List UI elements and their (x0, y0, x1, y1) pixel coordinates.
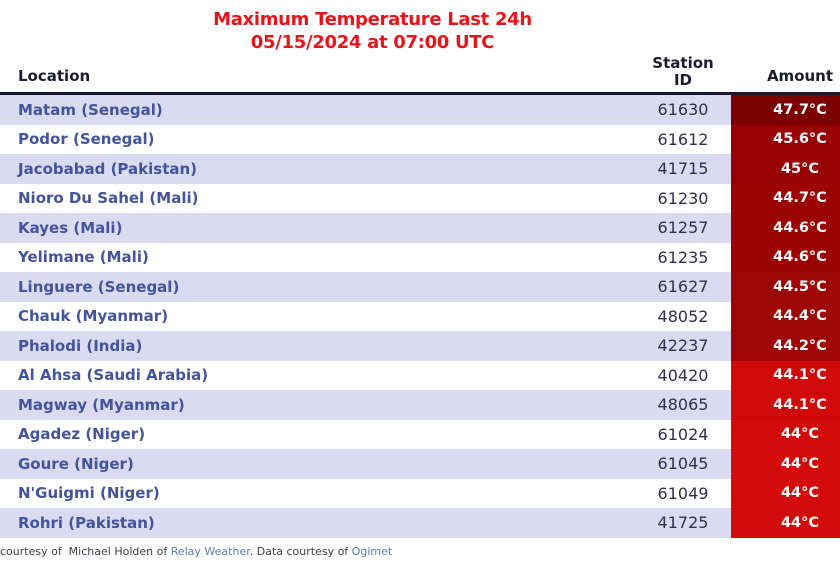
location-cell: Nioro Du Sahel (Mali) (18, 189, 199, 208)
column-header-station-id: Station ID (652, 54, 714, 89)
station-cell: 61630 (657, 100, 709, 120)
table-row: Magway (Myanmar) 48065 44.1°C (0, 390, 840, 420)
location-cell: Al Ahsa (Saudi Arabia) (18, 366, 209, 385)
station-cell: 61235 (657, 247, 709, 267)
station-cell: 61045 (657, 454, 709, 474)
station-cell: 40420 (657, 365, 709, 385)
station-cell: 61612 (657, 129, 709, 149)
table-row: Rohri (Pakistan) 41725 44°C (0, 508, 840, 538)
station-cell: 61257 (657, 218, 709, 238)
amount-cell: 44.5°C (731, 272, 840, 302)
credits-prefix: courtesy of Michael Holden of (0, 544, 171, 558)
table-row: Matam (Senegal) 61630 47.7°C (0, 95, 840, 125)
table-row: Kayes (Mali) 61257 44.6°C (0, 213, 840, 243)
table-header: Location Station ID Amount (0, 54, 840, 95)
table-row: Linguere (Senegal) 61627 44.5°C (0, 272, 840, 302)
location-cell: Agadez (Niger) (18, 425, 146, 444)
amount-cell: 44.6°C (731, 242, 840, 272)
amount-cell: 44.2°C (731, 331, 840, 361)
table-row: Agadez (Niger) 61024 44°C (0, 419, 840, 449)
amount-cell: 45.6°C (731, 124, 840, 154)
table-row: Jacobabad (Pakistan) 41715 45°C (0, 154, 840, 184)
location-cell: Podor (Senegal) (18, 130, 155, 149)
amount-cell: 44.4°C (731, 301, 840, 331)
page-title: Maximum Temperature Last 24h 05/15/2024 … (0, 0, 745, 54)
relay-weather-link[interactable]: Relay Weather (170, 544, 250, 558)
credits-footer: courtesy of Michael Holden of Relay Weat… (0, 545, 840, 558)
amount-cell: 47.7°C (731, 95, 840, 125)
amount-cell: 44°C (731, 449, 840, 479)
amount-cell: 44°C (731, 478, 840, 508)
station-cell: 61230 (657, 188, 709, 208)
station-cell: 42237 (657, 336, 709, 356)
location-cell: Matam (Senegal) (18, 100, 163, 119)
amount-cell: 44°C (731, 508, 840, 538)
amount-cell: 44.1°C (731, 360, 840, 390)
table-row: Phalodi (India) 42237 44.2°C (0, 331, 840, 361)
location-cell: N'Guigmi (Niger) (18, 484, 160, 503)
column-header-location: Location (18, 67, 91, 85)
location-cell: Chauk (Myanmar) (18, 307, 169, 326)
ogimet-link[interactable]: Ogimet (351, 544, 393, 558)
amount-cell: 44.7°C (731, 183, 840, 213)
location-cell: Goure (Niger) (18, 454, 134, 473)
table-row: Podor (Senegal) 61612 45.6°C (0, 124, 840, 154)
station-cell: 41725 (657, 513, 709, 533)
table-row: Nioro Du Sahel (Mali) 61230 44.7°C (0, 183, 840, 213)
column-header-amount: Amount (766, 67, 834, 85)
amount-cell: 44°C (731, 419, 840, 449)
amount-cell: 45°C (731, 154, 840, 184)
table-row: N'Guigmi (Niger) 61049 44°C (0, 478, 840, 508)
title-line1: Maximum Temperature Last 24h (213, 9, 532, 30)
table-row: Al Ahsa (Saudi Arabia) 40420 44.1°C (0, 360, 840, 390)
table-body: Matam (Senegal) 61630 47.7°C Podor (Sene… (0, 95, 840, 538)
location-cell: Rohri (Pakistan) (18, 513, 155, 532)
credits-separator: . Data courtesy of (249, 544, 352, 558)
amount-cell: 44.1°C (731, 390, 840, 420)
title-line2: 05/15/2024 at 07:00 UTC (250, 32, 495, 53)
location-cell: Magway (Myanmar) (18, 395, 185, 414)
table-row: Chauk (Myanmar) 48052 44.4°C (0, 301, 840, 331)
location-cell: Phalodi (India) (18, 336, 143, 355)
location-cell: Kayes (Mali) (18, 218, 123, 237)
station-cell: 48065 (657, 395, 709, 415)
station-cell: 48052 (657, 306, 709, 326)
station-cell: 61024 (657, 424, 709, 444)
amount-cell: 44.6°C (731, 213, 840, 243)
table-row: Yelimane (Mali) 61235 44.6°C (0, 242, 840, 272)
location-cell: Yelimane (Mali) (18, 248, 149, 267)
table-row: Goure (Niger) 61045 44°C (0, 449, 840, 479)
station-cell: 41715 (657, 159, 709, 179)
location-cell: Linguere (Senegal) (18, 277, 180, 296)
station-cell: 61627 (657, 277, 709, 297)
station-cell: 61049 (657, 483, 709, 503)
location-cell: Jacobabad (Pakistan) (18, 159, 198, 178)
